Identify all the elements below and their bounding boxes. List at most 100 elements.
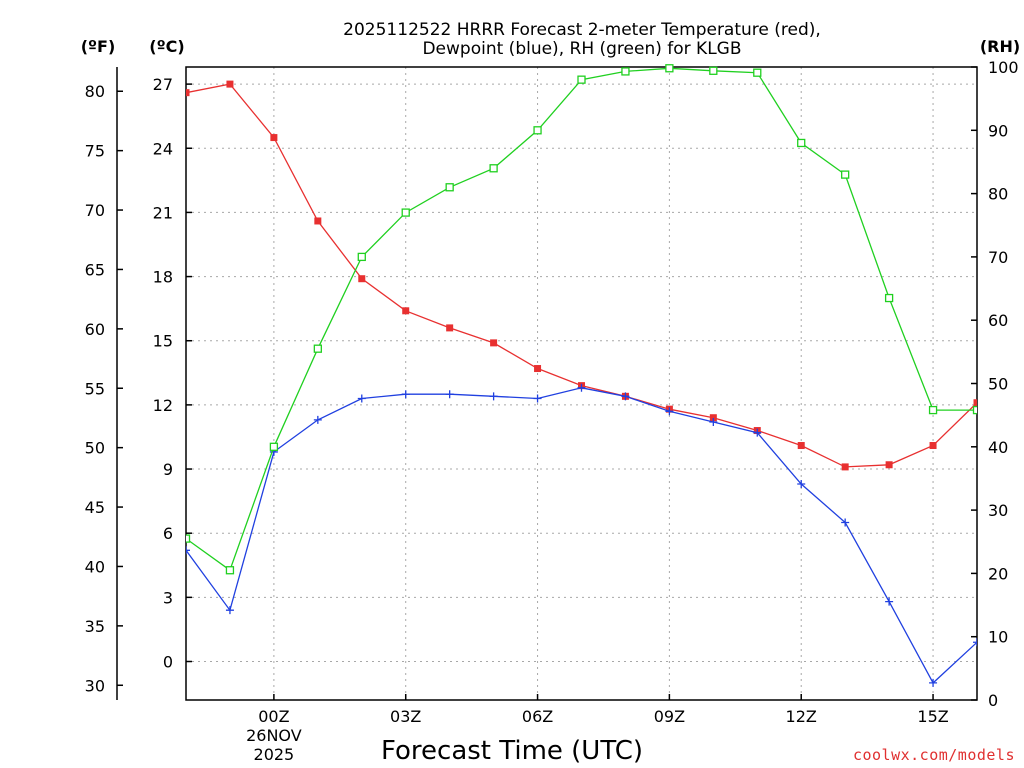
temperature-point xyxy=(490,339,498,347)
rh-tick-label: 50 xyxy=(988,375,1008,394)
dewpoint-point xyxy=(709,417,718,426)
dewpoint-point xyxy=(885,597,894,606)
dewpoint-point xyxy=(313,415,322,424)
temperature-point xyxy=(841,463,849,471)
rh-tick-label: 10 xyxy=(988,628,1008,647)
rh-unit-label: (RH) xyxy=(980,37,1020,56)
rh-point xyxy=(489,164,498,173)
temperature-point xyxy=(402,307,410,315)
chart-subtitle: Dewpoint (blue), RH (green) for KLGB xyxy=(422,39,741,59)
rh-point xyxy=(884,293,894,303)
temperature-point xyxy=(534,365,542,373)
dewpoint-point xyxy=(797,480,806,489)
rh-point xyxy=(753,68,762,77)
rh-point xyxy=(401,208,410,217)
dewpoint-point xyxy=(445,390,454,399)
rh-tick-label: 20 xyxy=(988,564,1008,583)
rh-point xyxy=(621,67,630,76)
celsius-tick-label: 3 xyxy=(163,588,173,607)
dewpoint-point xyxy=(929,678,938,687)
dewpoint-point xyxy=(841,518,850,527)
rh-point xyxy=(186,534,191,543)
x-year-label: 2025 xyxy=(254,745,295,764)
series-layer xyxy=(186,64,977,687)
series-dewpoint xyxy=(186,383,977,687)
temperature-line xyxy=(186,83,977,468)
temperature-point xyxy=(314,217,322,225)
celsius-unit-label: (ºC) xyxy=(149,37,184,56)
celsius-tick-label: 21 xyxy=(153,203,173,222)
temperature-point xyxy=(358,275,366,283)
rh-tick-label: 80 xyxy=(988,185,1008,204)
chart-title: 2025112522 HRRR Forecast 2-meter Tempera… xyxy=(343,20,821,40)
rh-tick-label: 30 xyxy=(988,501,1008,520)
rh-point xyxy=(665,64,674,73)
celsius-tick-label: 15 xyxy=(153,332,173,351)
fahrenheit-tick-label: 70 xyxy=(85,201,105,220)
rh-point xyxy=(841,170,850,179)
rh-point xyxy=(709,66,718,75)
x-tick-label: 06Z xyxy=(522,707,553,726)
series-rh xyxy=(186,64,977,575)
dewpoint-point xyxy=(577,383,586,392)
fahrenheit-tick-label: 40 xyxy=(85,557,105,576)
x-date-label: 26NOV xyxy=(246,726,302,745)
dewpoint-line xyxy=(186,387,977,684)
temperature-point xyxy=(885,461,893,469)
series-temperature xyxy=(186,80,977,471)
rh-line xyxy=(186,67,977,572)
fahrenheit-tick-label: 75 xyxy=(85,142,105,161)
dewpoint-point xyxy=(753,428,762,437)
rh-tick-label: 60 xyxy=(988,311,1008,330)
credit-text: coolwx.com/models xyxy=(853,746,1015,764)
temperature-point xyxy=(929,442,937,450)
rh-tick-label: 100 xyxy=(988,58,1019,77)
x-tick-label: 12Z xyxy=(786,707,817,726)
axes: 30 35 40 45 50 55 60 65 70 75 80 0 3 6 9 12 15 18 21 24 27 0 1… xyxy=(85,58,1019,764)
x-axis-label: Forecast Time (UTC) xyxy=(381,736,643,766)
fahrenheit-tick-label: 80 xyxy=(85,82,105,101)
temperature-point xyxy=(270,134,278,142)
rh-tick-label: 40 xyxy=(988,438,1008,457)
dewpoint-point xyxy=(621,392,630,401)
dewpoint-point xyxy=(533,394,542,403)
rh-point xyxy=(972,405,977,415)
dewpoint-point xyxy=(225,606,234,615)
celsius-tick-label: 0 xyxy=(163,653,173,672)
rh-point xyxy=(577,75,586,84)
rh-tick-label: 0 xyxy=(988,691,998,710)
temperature-point xyxy=(797,442,805,450)
celsius-tick-label: 18 xyxy=(153,268,173,287)
temperature-point xyxy=(186,89,190,97)
rh-point xyxy=(928,405,938,415)
rh-tick-label: 90 xyxy=(988,121,1008,140)
fahrenheit-unit-label: (ºF) xyxy=(81,37,116,56)
rh-point xyxy=(269,442,279,451)
x-tick-label: 00Z xyxy=(258,707,289,726)
temperature-point xyxy=(446,324,454,332)
temperature-point xyxy=(709,414,717,422)
fahrenheit-tick-label: 55 xyxy=(85,379,105,398)
rh-point xyxy=(797,138,806,148)
rh-point xyxy=(533,126,542,135)
rh-point xyxy=(357,252,366,262)
fahrenheit-tick-label: 50 xyxy=(85,439,105,458)
dewpoint-point xyxy=(186,546,190,555)
dewpoint-point xyxy=(973,638,977,647)
temperature-point xyxy=(973,399,977,407)
celsius-tick-label: 24 xyxy=(153,139,173,158)
dewpoint-point xyxy=(401,390,410,399)
fahrenheit-tick-label: 35 xyxy=(85,617,105,636)
x-tick-label: 03Z xyxy=(390,707,421,726)
dewpoint-point xyxy=(357,394,366,403)
celsius-tick-label: 9 xyxy=(163,460,173,479)
celsius-tick-label: 27 xyxy=(153,75,173,94)
fahrenheit-tick-label: 30 xyxy=(85,676,105,695)
x-tick-label: 09Z xyxy=(654,707,685,726)
dewpoint-point xyxy=(665,407,674,416)
dewpoint-point xyxy=(489,392,498,401)
celsius-tick-label: 12 xyxy=(153,396,173,415)
rh-point xyxy=(445,183,454,192)
rh-point xyxy=(313,344,322,353)
